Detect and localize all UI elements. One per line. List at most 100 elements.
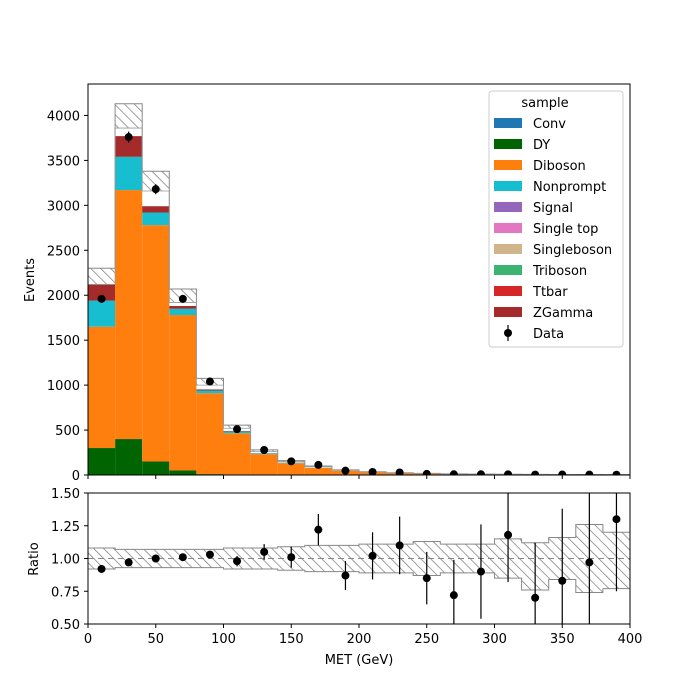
ratio-ytick-label-2: 1.00 [51,553,80,568]
bar-diboson-5 [223,433,251,475]
legend-label-ttbar: Ttbar [532,285,568,300]
ratio-point-12 [422,574,431,583]
ratio-point-13 [449,591,458,600]
main-ytick-label-7: 3500 [47,154,80,169]
data-point-16 [531,470,540,475]
bar-zgamma-1 [115,136,143,157]
bar-diboson-2 [142,225,170,462]
ratio-point-10 [368,551,377,560]
legend-swatch-dy [494,139,522,149]
data-point-2 [151,185,160,194]
bar-nonprompt-3 [169,308,197,316]
ratio-point-11 [395,541,404,550]
bar-diboson-6 [250,454,278,475]
legend-swatch-single-top [494,223,522,233]
legend-swatch-singleboson [494,244,522,254]
data-point-10 [368,467,377,475]
ratio-point-6 [260,547,269,556]
data-point-18 [585,470,594,475]
ratio-panel: 0.50 0.75 1.00 1.25 1.50 0 50 100 150 200 250 300 3… [27,487,643,668]
ratio-point-3 [178,553,187,562]
data-point-11 [395,468,404,475]
main-ytick-label-5: 2500 [47,244,80,259]
data-point-19 [612,470,621,475]
ratio-point-18 [585,558,594,567]
legend: sample Conv DY Diboson Nonprompt Signal Single… [488,90,624,348]
data-point-13 [449,470,458,475]
data-point-17 [558,470,567,475]
legend-swatch-zgamma [494,307,522,317]
legend-swatch-signal [494,202,522,212]
legend-label-singleboson: Singleboson [533,243,612,258]
legend-swatch-conv [494,118,522,128]
data-point-6 [260,446,269,455]
bar-diboson-4 [196,393,224,475]
ratio-point-16 [531,593,540,602]
ratio-point-19 [612,515,621,524]
data-point-8 [314,460,323,469]
xtick-label-3: 150 [279,632,304,647]
ratio-point-17 [558,576,567,585]
legend-label-triboson: Triboson [532,264,587,279]
main-uncertainty-band-2 [142,171,170,191]
main-ytick-label-4: 2000 [47,289,80,304]
bar-nonprompt-2 [142,212,170,226]
legend-label-signal: Signal [533,201,573,216]
data-point-0 [97,294,106,303]
bar-zgamma-2 [142,206,170,213]
main-ylabel: Events [23,258,38,302]
xtick-label-5: 250 [414,632,439,647]
main-ytick-label-1: 500 [55,424,80,439]
legend-swatch-triboson [494,265,522,275]
main-ytick-label-8: 4000 [47,109,80,124]
bar-diboson-7 [277,463,305,475]
ratio-ytick-label-1: 0.75 [51,585,80,600]
main-ytick-label-3: 1500 [47,334,80,349]
data-point-4 [205,377,214,386]
data-point-15 [504,470,513,475]
legend-label-zgamma: ZGamma [533,306,593,321]
xtick-label-2: 100 [211,632,236,647]
data-point-3 [178,294,187,303]
ratio-ytick-label-3: 1.25 [51,520,80,535]
legend-label-dy: DY [533,138,550,153]
xtick-label-0: 0 [84,632,92,647]
bar-diboson-0 [88,326,116,449]
data-point-12 [422,469,431,475]
bar-nonprompt-4 [196,390,224,394]
ratio-ylabel: Ratio [27,542,42,575]
bar-diboson-8 [304,467,332,475]
legend-title: sample [521,96,568,111]
ratio-point-15 [504,530,513,539]
ratio-point-9 [341,571,350,580]
bar-zgamma-0 [88,284,116,301]
data-point-1 [124,133,133,142]
xtick-label-6: 300 [482,632,507,647]
legend-label-data: Data [533,327,564,342]
data-point-9 [341,466,350,475]
bar-diboson-1 [115,190,143,440]
data-point-7 [287,457,296,466]
bar-dy-1 [115,439,143,475]
legend-box [488,90,624,348]
legend-label-diboson: Diboson [533,159,586,174]
legend-label-conv: Conv [533,117,566,132]
xtick-label-1: 50 [147,632,164,647]
legend-swatch-diboson [494,160,522,170]
xtick-label-8: 400 [618,632,643,647]
ratio-uncertainty-lower [88,567,630,594]
ratio-uncertainty-upper [88,523,630,550]
data-point-5 [233,425,242,434]
ratio-point-8 [314,525,323,534]
ratio-ytick-label-4: 1.50 [51,487,80,502]
ratio-point-1 [124,558,133,567]
bar-diboson-3 [169,315,197,471]
x-axis-label: MET (GeV) [325,653,394,668]
legend-swatch-nonprompt [494,181,522,191]
bar-nonprompt-0 [88,300,116,327]
data-point-14 [476,470,485,475]
xtick-label-7: 350 [550,632,575,647]
ratio-point-5 [233,557,242,566]
bar-dy-0 [88,448,116,475]
